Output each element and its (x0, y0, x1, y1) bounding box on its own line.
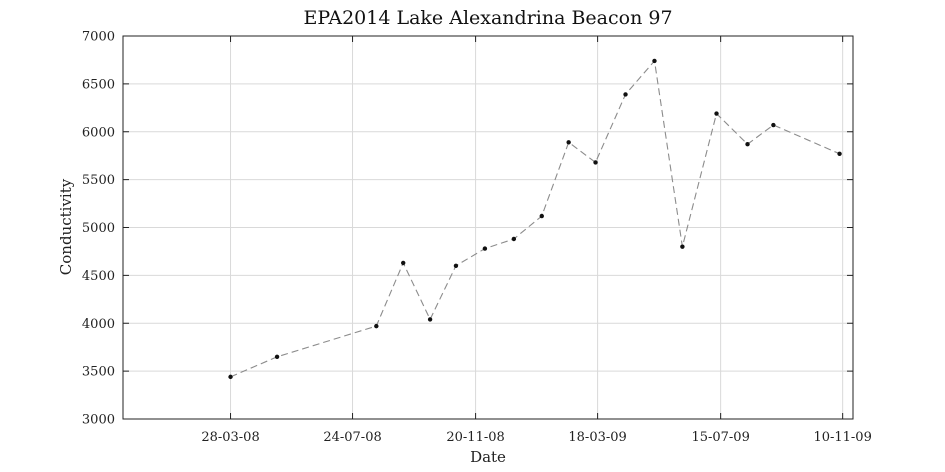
y-tick-label: 7000 (82, 30, 115, 45)
chart-title: EPA2014 Lake Alexandrina Beacon 97 (303, 7, 672, 29)
y-tick-label: 3500 (82, 365, 115, 380)
y-tick-label: 5000 (82, 221, 115, 236)
data-point (680, 244, 685, 249)
axis-ticks: 3000 3500 4000 4500 5000 5500 6000 6500 7000 28-0… (82, 30, 872, 446)
data-point (401, 260, 406, 266)
y-axis-label: Conductivity (57, 178, 75, 275)
y-tick-label: 3000 (82, 413, 115, 428)
data-point (539, 213, 544, 219)
series (228, 58, 842, 380)
data-point (837, 151, 842, 156)
data-point (511, 236, 517, 242)
y-tick-label: 6500 (82, 77, 115, 92)
data-point (427, 317, 433, 322)
x-tick-label: 18-03-09 (568, 430, 626, 445)
y-tick-label: 4000 (82, 317, 115, 332)
data-point (566, 140, 571, 145)
data-point (771, 122, 776, 128)
data-point (374, 323, 379, 329)
data-point (714, 111, 719, 116)
grid (123, 36, 853, 419)
data-point (453, 263, 459, 268)
y-tick-label: 4500 (82, 269, 115, 284)
x-axis-label: Date (470, 448, 506, 466)
data-point (274, 354, 280, 359)
data-point (482, 246, 488, 251)
data-point (593, 160, 598, 165)
x-tick-label: 28-03-08 (201, 430, 259, 445)
data-point (652, 58, 657, 64)
y-tick-label: 5500 (82, 173, 115, 188)
y-tick-label: 6000 (82, 125, 115, 140)
data-point (228, 374, 233, 380)
x-tick-label: 24-07-08 (323, 430, 381, 445)
x-tick-label: 20-11-08 (446, 430, 504, 445)
data-point (623, 92, 628, 97)
x-tick-label: 10-11-09 (813, 430, 871, 445)
x-tick-label: 15-07-09 (691, 430, 749, 445)
data-point (745, 141, 750, 147)
series-line (230, 59, 840, 378)
